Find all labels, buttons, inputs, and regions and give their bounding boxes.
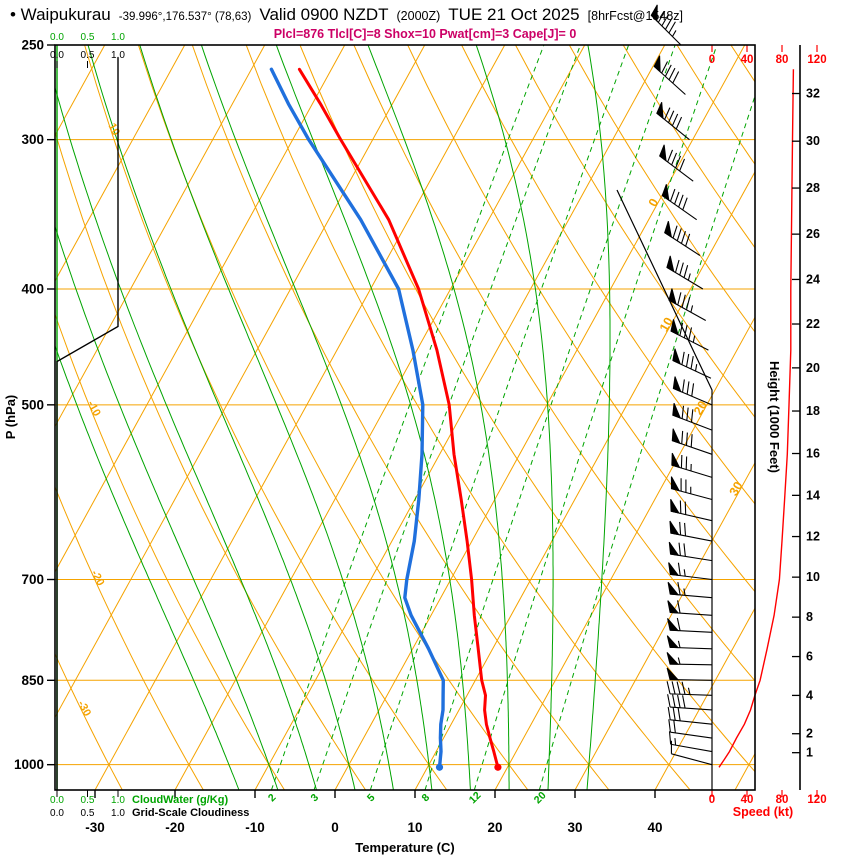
svg-text:1: 1 [806, 746, 813, 760]
svg-text:10: 10 [106, 121, 122, 137]
cloud-scales: 0.0 0.0 0.0 0.0 0.5 0.5 0.5 0.5 1.0 1.0 1.0 1.0 Clou… [50, 32, 249, 819]
svg-text:24: 24 [806, 272, 820, 286]
svg-text:1.0: 1.0 [111, 32, 125, 43]
svg-text:0.0: 0.0 [50, 795, 64, 806]
temperature-profile [297, 67, 500, 769]
svg-text:20: 20 [532, 789, 549, 806]
svg-text:-20: -20 [165, 820, 185, 835]
surface-temperature-dot [494, 763, 502, 771]
svg-text:0: 0 [646, 196, 662, 209]
svg-text:0.5: 0.5 [81, 32, 95, 43]
valid-time: Valid 0900 NZDT [259, 5, 389, 24]
svg-text:4: 4 [806, 688, 813, 702]
surface-dewpoint-dot [435, 763, 444, 771]
svg-text:500: 500 [21, 397, 44, 412]
svg-text:0: 0 [331, 820, 339, 835]
svg-text:26: 26 [806, 227, 820, 241]
svg-text:40: 40 [741, 54, 754, 66]
svg-text:3: 3 [309, 791, 322, 804]
skewt-background [55, 45, 755, 790]
svg-text:400: 400 [21, 281, 44, 296]
svg-text:Grid-Scale Cloudiness: Grid-Scale Cloudiness [132, 807, 249, 819]
svg-text:12: 12 [467, 789, 484, 806]
svg-text:120: 120 [807, 54, 826, 66]
svg-text:16: 16 [806, 447, 820, 461]
valid-date: TUE 21 Oct 2025 [448, 5, 580, 24]
temperature-axis: -30 -20 -10 0 10 20 30 40 Temperature (C) [85, 790, 663, 855]
svg-text:10: 10 [407, 820, 422, 835]
svg-text:250: 250 [21, 38, 44, 53]
svg-text:300: 300 [21, 132, 44, 147]
svg-text:0: 0 [709, 54, 715, 66]
svg-text:0.0: 0.0 [50, 50, 64, 61]
dewpoint-profile [269, 67, 445, 769]
svg-text:8: 8 [806, 610, 813, 624]
station-name: • Waipukurau [10, 5, 111, 24]
svg-text:CloudWater (g/Kg): CloudWater (g/Kg) [132, 794, 228, 806]
title-bar: • Waipukurau -39.996°,176.537° (78,63) V… [10, 5, 683, 25]
svg-text:80: 80 [776, 54, 789, 66]
svg-text:Temperature (C): Temperature (C) [355, 840, 454, 855]
svg-text:18: 18 [806, 404, 820, 418]
svg-text:22: 22 [806, 317, 820, 331]
svg-text:1.0: 1.0 [111, 795, 125, 806]
svg-text:120: 120 [807, 794, 826, 806]
svg-text:80: 80 [776, 794, 789, 806]
svg-text:0.5: 0.5 [81, 50, 95, 61]
svg-text:700: 700 [21, 572, 44, 587]
sounding-parameters: Plcl=876 Tlcl[C]=8 Shox=10 Pwat[cm]=3 Ca… [273, 27, 577, 41]
svg-text:0.0: 0.0 [50, 32, 64, 43]
svg-text:-10: -10 [245, 820, 265, 835]
svg-text:40: 40 [741, 794, 754, 806]
wind-barbs [650, 4, 713, 766]
svg-text:40: 40 [647, 820, 662, 835]
svg-text:-30: -30 [85, 820, 105, 835]
svg-text:8: 8 [420, 791, 433, 804]
wind-speed-profile [718, 69, 795, 768]
svg-text:10: 10 [806, 570, 820, 584]
svg-text:20: 20 [487, 820, 502, 835]
svg-text:P (hPa): P (hPa) [3, 395, 18, 440]
svg-text:2: 2 [266, 791, 279, 804]
plot-frame [54, 44, 756, 791]
svg-text:20: 20 [691, 398, 710, 417]
svg-text:6: 6 [806, 650, 813, 664]
svg-text:1.0: 1.0 [111, 808, 125, 819]
svg-text:0.5: 0.5 [81, 808, 95, 819]
svg-text:14: 14 [806, 488, 820, 502]
svg-text:28: 28 [806, 181, 820, 195]
svg-text:0.5: 0.5 [81, 795, 95, 806]
svg-text:32: 32 [806, 87, 820, 101]
svg-text:20: 20 [806, 361, 820, 375]
svg-text:30: 30 [806, 134, 820, 148]
svg-text:Height (1000 Feet): Height (1000 Feet) [767, 361, 782, 473]
valid-time-utc: (2000Z) [396, 9, 441, 23]
svg-text:0.0: 0.0 [50, 808, 64, 819]
svg-text:850: 850 [21, 673, 44, 688]
boundary-line [616, 189, 713, 790]
profiles [56, 45, 502, 790]
pressure-axis: 250 300 400 500 700 850 1000 P (hPa) [3, 38, 55, 772]
svg-text:1.0: 1.0 [111, 50, 125, 61]
cloudiness-profile [56, 57, 119, 790]
svg-text:12: 12 [806, 530, 820, 544]
svg-text:Speed (kt): Speed (kt) [733, 805, 793, 819]
svg-text:1000: 1000 [14, 757, 44, 772]
svg-text:5: 5 [365, 791, 378, 804]
svg-text:2: 2 [806, 727, 813, 741]
svg-text:30: 30 [567, 820, 582, 835]
station-coords: -39.996°,176.537° (78,63) [118, 11, 252, 23]
forecast-tag: [8hrFcst@1548z] [587, 9, 684, 23]
svg-text:0: 0 [709, 794, 715, 806]
svg-text:30: 30 [727, 479, 746, 498]
